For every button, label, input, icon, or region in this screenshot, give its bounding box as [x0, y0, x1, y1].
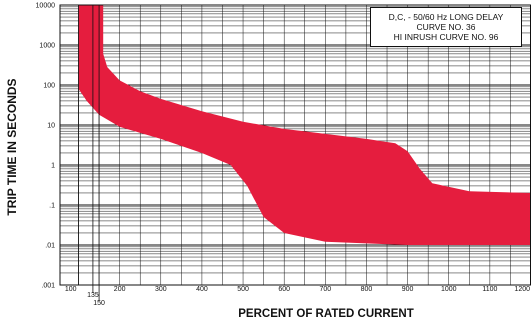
- curve-info-box: D,C, - 50/60 Hz LONG DELAY CURVE NO. 36 …: [370, 7, 522, 47]
- x-tick-label: 700: [319, 286, 331, 293]
- x-tick-label: 135: [87, 292, 99, 299]
- y-tick-label: 10: [47, 123, 55, 130]
- y-tick-label: 1: [51, 163, 55, 170]
- curve-info-line-1: D,C, - 50/60 Hz LONG DELAY: [388, 12, 504, 22]
- x-tick-label: 150: [93, 300, 105, 307]
- reference-lines: [78, 5, 100, 301]
- x-tick-label: 1200: [514, 286, 530, 293]
- x-tick-label: 300: [155, 286, 167, 293]
- y-axis-title: TRIP TIME IN SECONDS: [5, 78, 19, 215]
- curve-info-line-2: CURVE NO. 36: [416, 22, 476, 32]
- trip-band-area: [78, 5, 531, 245]
- y-tick-label: .01: [45, 243, 55, 250]
- x-tick-label: 900: [402, 286, 414, 293]
- y-tick-label: 10000: [36, 3, 56, 10]
- x-tick-label: 100: [65, 286, 77, 293]
- y-tick-labels: .001 .01 .1 1 10 100 1000 10000: [36, 3, 56, 290]
- y-tick-label: .001: [41, 283, 55, 290]
- x-tick-label: 600: [278, 286, 290, 293]
- y-tick-label: .1: [49, 203, 55, 210]
- x-tick-label: 400: [196, 286, 208, 293]
- y-tick-label: 1000: [39, 43, 55, 50]
- x-axis-title: PERCENT OF RATED CURRENT: [238, 308, 413, 320]
- trip-curve-band: [78, 5, 531, 245]
- x-tick-label: 800: [361, 286, 373, 293]
- x-tick-label: 200: [114, 286, 126, 293]
- x-tick-label: 1000: [441, 286, 457, 293]
- x-tick-label: 500: [237, 286, 249, 293]
- curve-info-line-3: HI INRUSH CURVE NO. 96: [393, 32, 499, 42]
- x-tick-label: 1100: [482, 286, 497, 293]
- y-tick-label: 100: [43, 83, 55, 90]
